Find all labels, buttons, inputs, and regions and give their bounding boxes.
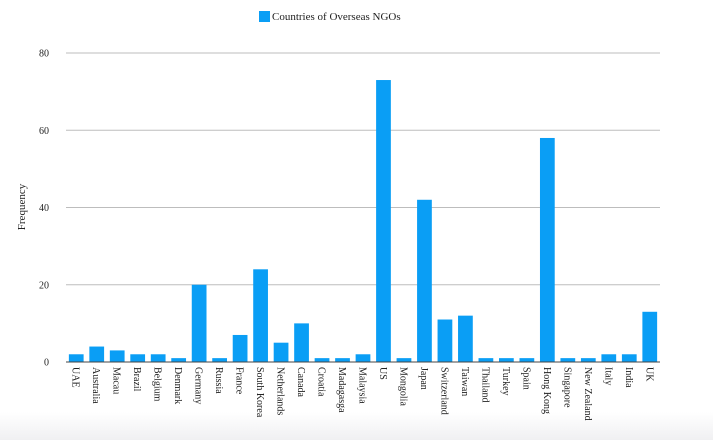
x-tick-label: Denmark bbox=[172, 367, 183, 404]
bar bbox=[376, 80, 391, 362]
y-tick-label: 80 bbox=[39, 49, 49, 60]
bar bbox=[130, 354, 146, 362]
bar bbox=[150, 354, 166, 362]
x-tick-label: Spain bbox=[520, 367, 531, 390]
x-tick-label: Turkey bbox=[500, 367, 511, 396]
x-tick-label: Germany bbox=[193, 367, 204, 404]
x-tick-label: Canada bbox=[295, 367, 306, 398]
bar bbox=[253, 269, 268, 362]
x-tick-label: Italy bbox=[602, 367, 613, 385]
bar bbox=[314, 358, 330, 362]
bar bbox=[396, 358, 412, 362]
x-tick-label: Japan bbox=[418, 367, 429, 390]
bar bbox=[212, 358, 227, 362]
bars bbox=[68, 80, 658, 362]
bar bbox=[89, 346, 105, 362]
x-tick-label: Australia bbox=[90, 367, 101, 404]
bar bbox=[191, 284, 207, 362]
x-tick-label: Taiwan bbox=[459, 367, 470, 396]
y-tick-label: 20 bbox=[39, 280, 49, 291]
bar bbox=[642, 311, 658, 362]
x-tick-label: Croatia bbox=[316, 367, 327, 397]
x-tick-label: India bbox=[623, 367, 634, 388]
bar bbox=[437, 319, 453, 362]
bar bbox=[499, 358, 514, 362]
bar bbox=[539, 137, 555, 362]
bar bbox=[171, 358, 187, 362]
bar bbox=[601, 354, 617, 362]
x-tick-label: Mongolia bbox=[397, 367, 408, 406]
x-tick-label: US bbox=[377, 367, 388, 380]
bar bbox=[273, 342, 289, 362]
x-tick-label: Netherlands bbox=[275, 367, 286, 415]
grid bbox=[66, 52, 660, 286]
x-tick-label: UAE bbox=[70, 367, 81, 388]
y-axis-ticks: 0 20 40 60 80 bbox=[39, 49, 49, 369]
x-tick-label: Singapore bbox=[561, 367, 572, 408]
x-tick-label: Russia bbox=[213, 367, 224, 394]
x-tick-label: Thailand bbox=[479, 367, 490, 403]
bar bbox=[519, 358, 535, 362]
x-tick-label: Hong Kong bbox=[541, 367, 552, 414]
x-tick-label: Macau bbox=[111, 367, 122, 394]
x-tick-label: Belgium bbox=[152, 367, 163, 402]
x-axis-ticks: UAE Australia Macau Brazil Belgium Denmark Ger… bbox=[70, 367, 655, 421]
bar bbox=[458, 315, 473, 362]
y-tick-label: 60 bbox=[39, 126, 49, 137]
bar bbox=[621, 354, 637, 362]
x-tick-label: New Zealand bbox=[582, 367, 593, 421]
x-tick-label: UK bbox=[643, 367, 654, 382]
x-tick-label: Brazil bbox=[131, 367, 142, 392]
legend: Countries of Overseas NGOs bbox=[259, 11, 401, 23]
bar bbox=[232, 334, 248, 362]
bar bbox=[355, 354, 371, 362]
bar bbox=[417, 199, 432, 362]
y-tick-label: 40 bbox=[39, 203, 49, 214]
x-tick-label: South Korea bbox=[254, 367, 265, 418]
x-tick-label: Malaysia bbox=[357, 367, 368, 404]
x-tick-label: Switzerland bbox=[438, 367, 449, 415]
y-axis-title: Frequency bbox=[16, 183, 28, 230]
bar bbox=[560, 358, 576, 362]
x-tick-label: Madagasga bbox=[336, 367, 347, 413]
legend-swatch bbox=[259, 11, 270, 22]
legend-label: Countries of Overseas NGOs bbox=[272, 11, 401, 23]
bar bbox=[68, 354, 84, 362]
bar bbox=[294, 323, 309, 362]
y-tick-label: 0 bbox=[44, 358, 49, 369]
bar bbox=[109, 350, 125, 362]
x-tick-label: France bbox=[234, 367, 245, 395]
bar bbox=[478, 358, 494, 362]
bar bbox=[580, 358, 596, 362]
bar bbox=[335, 358, 350, 362]
